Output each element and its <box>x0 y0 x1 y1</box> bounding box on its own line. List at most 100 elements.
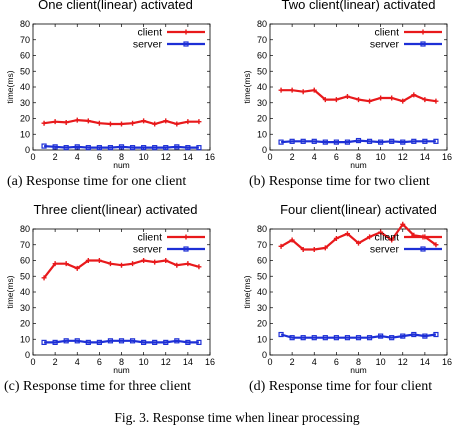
data-point-server <box>344 139 351 145</box>
data-point-server <box>311 138 317 144</box>
data-point-client <box>344 93 350 99</box>
y-tick-label: 0 <box>262 145 267 155</box>
chart-svg-two-client: Two client(linear) activated010203040506… <box>242 0 452 170</box>
data-point-server <box>355 335 362 341</box>
data-point-server <box>129 338 136 344</box>
data-point-server <box>196 145 202 151</box>
x-tick-label: 14 <box>420 357 430 367</box>
legend-label-client: client <box>137 27 162 39</box>
y-tick-label: 0 <box>262 350 267 360</box>
data-point-client <box>96 258 102 263</box>
subcaption-c: (c) Response time for three client <box>4 379 191 394</box>
data-point-server <box>185 339 191 345</box>
legend-label-server: server <box>370 39 400 51</box>
x-tick-label: 6 <box>334 152 339 162</box>
y-tick-label: 10 <box>257 129 267 139</box>
x-tick-label: 10 <box>139 152 149 162</box>
data-point-client <box>422 97 428 103</box>
data-point-client <box>400 98 406 104</box>
data-point-client <box>52 261 58 267</box>
x-tick-label: 0 <box>30 357 35 367</box>
data-point-client <box>400 221 406 227</box>
x-tick-label: 4 <box>312 357 317 367</box>
y-tick-label: 20 <box>257 319 267 329</box>
data-point-server <box>129 145 136 151</box>
data-point-client <box>300 89 306 95</box>
data-point-client <box>344 231 350 237</box>
data-point-client <box>196 264 202 270</box>
data-point-client <box>378 95 384 101</box>
legend-label-server: server <box>370 244 400 256</box>
x-tick-label: 8 <box>356 152 361 162</box>
data-point-client <box>41 275 47 281</box>
data-point-server <box>163 145 169 151</box>
y-tick-label: 10 <box>20 334 30 344</box>
data-point-client <box>367 98 373 104</box>
data-point-server <box>333 139 339 145</box>
data-point-client <box>141 118 147 124</box>
data-point-client <box>311 87 317 93</box>
data-point-server <box>433 138 439 144</box>
data-point-server <box>400 333 406 339</box>
data-point-client <box>52 119 58 125</box>
data-point-server <box>41 339 47 345</box>
data-point-client <box>41 120 47 126</box>
legend-marker-server <box>183 246 189 252</box>
data-point-server <box>96 145 102 151</box>
data-point-server <box>118 338 125 344</box>
x-tick-label: 16 <box>442 357 452 367</box>
x-tick-label: 12 <box>398 357 408 367</box>
series-line-server <box>281 139 436 144</box>
data-point-server <box>52 339 58 345</box>
y-tick-label: 10 <box>257 334 267 344</box>
y-tick-label: 60 <box>257 51 267 61</box>
x-tick-label: 8 <box>119 152 124 162</box>
y-tick-label: 80 <box>20 224 30 234</box>
chart-title: Three client(linear) activated <box>33 202 197 217</box>
y-tick-label: 40 <box>257 82 267 92</box>
data-point-server <box>344 335 351 341</box>
data-point-server <box>289 138 295 144</box>
x-axis-label: num <box>113 160 130 170</box>
data-point-server <box>85 145 91 151</box>
data-point-client <box>107 261 113 267</box>
subcaption-b: (b) Response time for two client <box>249 174 430 189</box>
data-point-client <box>389 95 395 101</box>
legend-label-client: client <box>374 232 399 244</box>
x-tick-label: 8 <box>119 357 124 367</box>
y-axis-label: time(ms) <box>5 70 15 103</box>
data-point-server <box>118 144 125 150</box>
x-tick-label: 8 <box>356 357 361 367</box>
x-tick-label: 14 <box>420 152 430 162</box>
data-point-server <box>196 339 202 345</box>
x-tick-label: 2 <box>290 357 295 367</box>
chart-panel-four-client: Four client(linear) activated 0 10 20 30 40 50… <box>237 202 474 410</box>
series-line-server <box>280 333 437 339</box>
data-point-server <box>422 333 428 339</box>
y-tick-label: 70 <box>20 240 30 250</box>
data-point-client <box>119 262 124 268</box>
y-tick-label: 30 <box>20 98 30 108</box>
y-axis-label: time(ms) <box>242 275 252 308</box>
y-tick-label: 40 <box>257 287 267 297</box>
x-tick-label: 2 <box>53 152 58 162</box>
data-point-client <box>333 97 339 103</box>
data-point-client <box>85 258 91 263</box>
y-tick-label: 50 <box>20 271 30 281</box>
data-point-server <box>378 333 384 339</box>
chart-svg-one-client: One client(linear) activated010203040506… <box>5 0 215 170</box>
chart-title: Two client(linear) activated <box>282 0 436 12</box>
data-point-server <box>152 145 158 151</box>
data-point-server <box>174 144 180 150</box>
y-tick-label: 60 <box>20 256 30 266</box>
y-tick-label: 80 <box>257 19 267 29</box>
x-tick-label: 14 <box>183 357 193 367</box>
data-point-client <box>74 265 80 271</box>
data-point-client <box>378 229 384 235</box>
data-point-client <box>74 117 80 123</box>
y-tick-label: 0 <box>25 350 30 360</box>
data-point-server <box>389 335 395 341</box>
data-point-client <box>85 118 91 124</box>
data-point-server <box>185 145 191 151</box>
